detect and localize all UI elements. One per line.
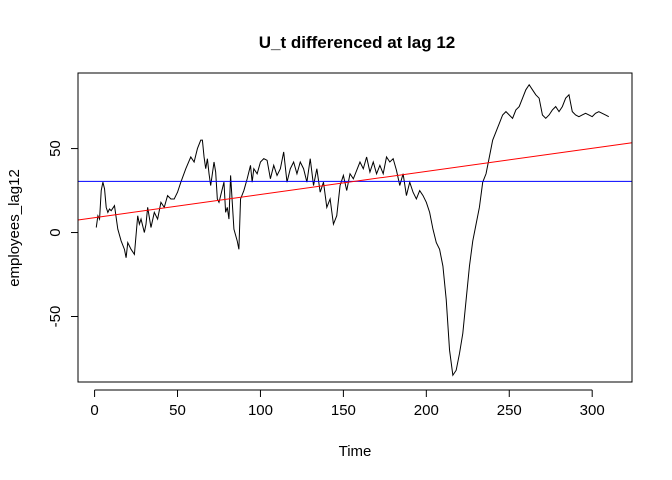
y-axis-label: employees_lag12 <box>6 169 23 287</box>
x-axis-label: Time <box>339 443 372 460</box>
chart-title: U_t differenced at lag 12 <box>259 33 456 52</box>
x-tick-label: 100 <box>248 402 273 419</box>
plot-area <box>77 83 633 377</box>
y-axis: -50 0 50 <box>47 140 79 328</box>
x-tick-label: 200 <box>414 402 439 419</box>
x-tick-label: 50 <box>169 402 186 419</box>
plot-frame <box>77 72 633 383</box>
y-tick-label: -50 <box>47 306 64 328</box>
x-tick-label: 0 <box>90 402 98 419</box>
x-tick-label: 300 <box>580 402 605 419</box>
y-tick-label: 0 <box>47 228 64 236</box>
y-tick-label: 50 <box>47 140 64 157</box>
series-line <box>95 83 610 377</box>
x-tick-label: 250 <box>497 402 522 419</box>
trend-line <box>77 142 633 221</box>
x-tick-label: 150 <box>331 402 356 419</box>
x-axis: 0 50 100 150 200 250 300 <box>90 389 605 419</box>
